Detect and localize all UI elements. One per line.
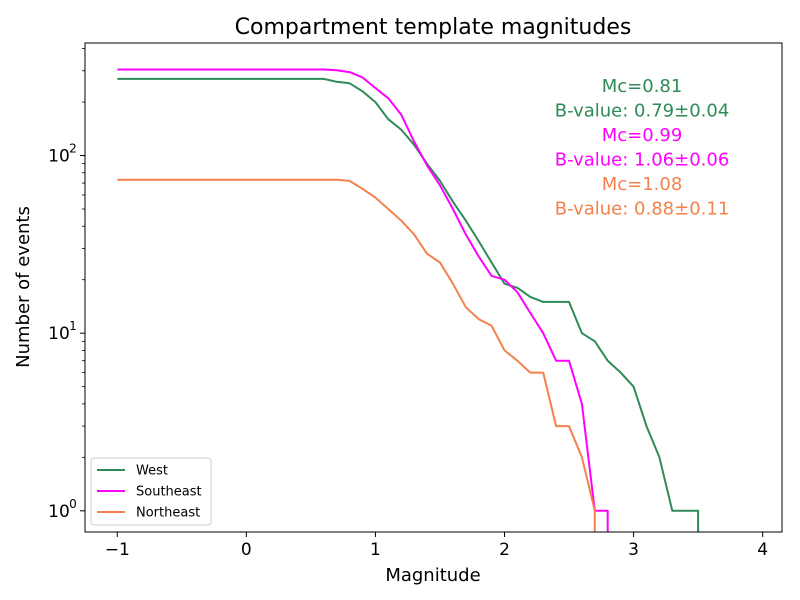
- annotation-text: B-value: 0.79±0.04: [555, 101, 730, 122]
- chart-title: Compartment template magnitudes: [235, 15, 632, 40]
- x-tick-label: 1: [370, 540, 381, 560]
- plot-frame: [84, 42, 783, 533]
- y-tick-label: 10: [48, 502, 70, 522]
- annotation-text: B-value: 0.88±0.11: [555, 199, 730, 220]
- x-tick-label: 2: [499, 540, 510, 560]
- legend-label: Southeast: [136, 485, 202, 500]
- annotation-text: Mc=0.99: [602, 125, 683, 146]
- series-line-northeast: [117, 178, 596, 532]
- y-axis-label: Number of events: [13, 206, 34, 368]
- y-tick-exponent: 0: [69, 497, 77, 511]
- annotation-text: Mc=1.08: [602, 174, 683, 195]
- y-tick-exponent: 1: [69, 319, 77, 333]
- y-tick-label: 10: [48, 324, 70, 344]
- y-tick-exponent: 2: [69, 142, 77, 156]
- y-tick-label: 10: [48, 147, 70, 167]
- x-tick-label: −1: [105, 540, 130, 560]
- x-axis-label: Magnitude: [385, 565, 480, 586]
- legend-box: [90, 457, 212, 526]
- annotation-text: Mc=0.81: [602, 76, 683, 97]
- x-tick-label: 0: [241, 540, 252, 560]
- series-line-west: [117, 77, 700, 532]
- annotation-text: B-value: 1.06±0.06: [555, 150, 730, 171]
- x-tick-label: 3: [628, 540, 639, 560]
- legend-label: Northeast: [136, 506, 200, 521]
- x-tick-label: 4: [757, 540, 768, 560]
- series-line-southeast: [117, 68, 609, 532]
- legend-label: West: [136, 464, 168, 479]
